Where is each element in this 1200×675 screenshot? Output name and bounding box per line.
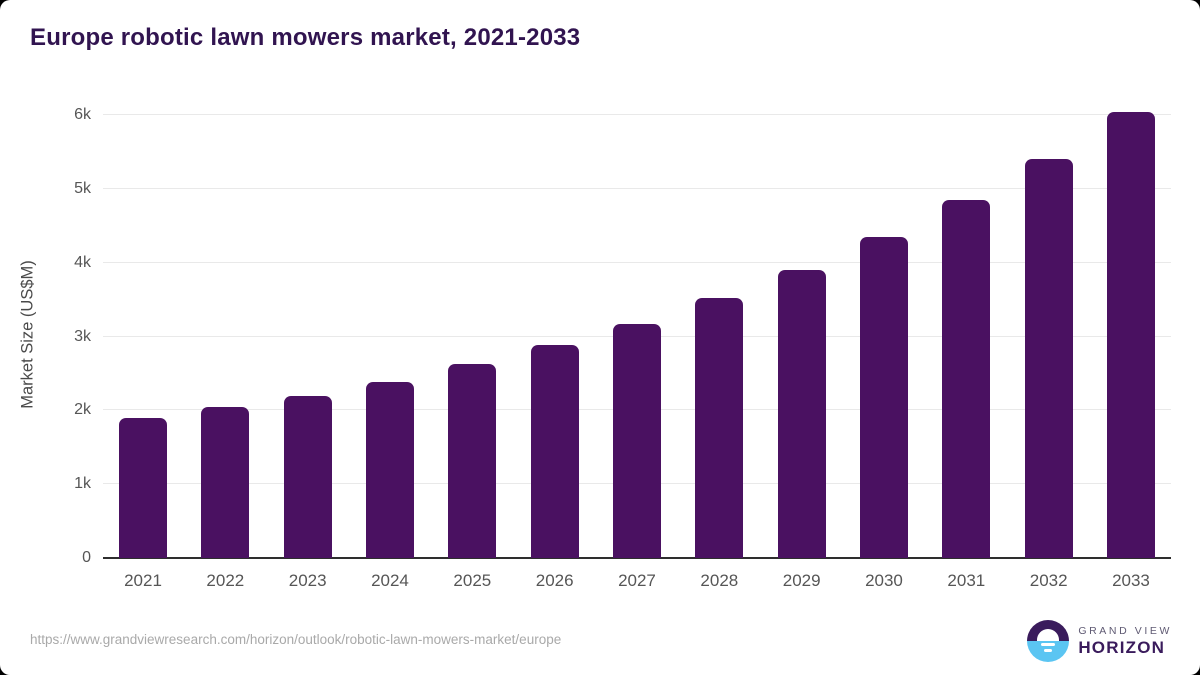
gridline-4k bbox=[103, 261, 1171, 263]
grand-view-horizon-logo: GRAND VIEW HORIZON bbox=[1027, 620, 1172, 662]
bar-2028 bbox=[695, 298, 744, 558]
x-tick-label-2027: 2027 bbox=[618, 571, 656, 590]
y-tick-label-5k: 5k bbox=[74, 180, 91, 197]
y-tick-label-0: 0 bbox=[82, 549, 91, 566]
bar-2024 bbox=[365, 381, 414, 558]
logo-text: GRAND VIEW HORIZON bbox=[1078, 625, 1172, 658]
x-tick-label-2024: 2024 bbox=[371, 571, 409, 590]
x-tick-label-2021: 2021 bbox=[124, 571, 162, 590]
bar-2026 bbox=[530, 345, 579, 558]
chart-title: Europe robotic lawn mowers market, 2021-… bbox=[30, 24, 581, 51]
logo-product-name: HORIZON bbox=[1078, 637, 1166, 657]
x-tick-label-2025: 2025 bbox=[453, 571, 492, 590]
logo-brand-name: GRAND VIEW bbox=[1078, 624, 1172, 637]
y-tick-label-1k: 1k bbox=[74, 475, 91, 493]
x-tick-label-2028: 2028 bbox=[700, 571, 739, 590]
y-tick-label-6k: 6k bbox=[74, 106, 91, 124]
gridline-5k bbox=[103, 188, 1171, 189]
x-tick-label-2033: 2033 bbox=[1112, 571, 1150, 590]
bar-2023 bbox=[283, 395, 332, 558]
logo-reflection-stripe bbox=[1041, 643, 1056, 646]
source-url-text: https://www.grandviewresearch.com/horizo… bbox=[30, 632, 562, 647]
x-tick-label-2030: 2030 bbox=[865, 571, 903, 590]
bar-2032 bbox=[1024, 158, 1073, 558]
bar-2029 bbox=[777, 270, 826, 558]
bar-2033 bbox=[1106, 111, 1155, 558]
x-tick-label-2029: 2029 bbox=[782, 571, 821, 590]
horizon-sunrise-icon bbox=[1027, 620, 1070, 662]
logo-reflection-stripe bbox=[1044, 649, 1053, 652]
bar-2025 bbox=[448, 363, 497, 558]
bar-2022 bbox=[201, 407, 250, 558]
y-tick-label-2k: 2k bbox=[74, 401, 91, 419]
x-axis-line bbox=[103, 557, 1171, 559]
bar-2021 bbox=[119, 417, 167, 558]
x-tick-label-2032: 2032 bbox=[1029, 571, 1068, 590]
x-tick-label-2026: 2026 bbox=[535, 571, 574, 590]
x-tick-label-2031: 2031 bbox=[947, 571, 986, 590]
y-axis-title: Market Size (US$M) bbox=[18, 260, 37, 409]
y-tick-label-3k: 3k bbox=[74, 327, 91, 345]
plot-area: 0 1k 2k 3k 4k 5k 6k 2021 2022 2023 2024 2025 2026 202… bbox=[74, 106, 1171, 590]
y-tick-label-4k: 4k bbox=[74, 253, 91, 271]
gridline-6k bbox=[103, 114, 1171, 116]
bar-2031 bbox=[942, 200, 991, 558]
logo-sun-shape bbox=[1037, 629, 1060, 641]
x-tick-label-2023: 2023 bbox=[288, 571, 327, 590]
x-tick-label-2022: 2022 bbox=[206, 571, 245, 590]
bar-2027 bbox=[612, 324, 661, 558]
bar-2030 bbox=[859, 236, 908, 558]
